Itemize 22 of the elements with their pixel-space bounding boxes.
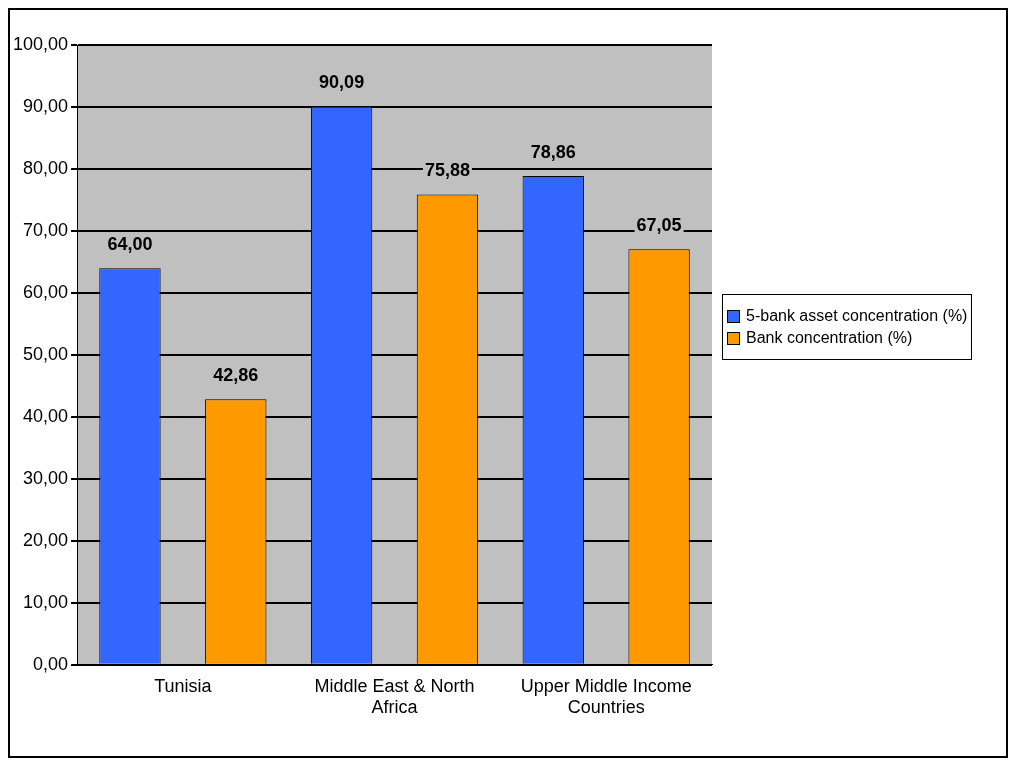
legend-label: Bank concentration (%): [746, 329, 913, 347]
data-label: 42,86: [213, 365, 259, 386]
y-tick-label: 50,00: [23, 343, 69, 364]
y-tick-label: 90,00: [23, 95, 69, 116]
y-tick-label: 70,00: [23, 219, 69, 240]
y-tick-label: 30,00: [23, 467, 69, 488]
data-label: 67,05: [636, 215, 682, 236]
y-tick-label: 0,00: [33, 653, 69, 674]
y-tick-label: 80,00: [23, 157, 69, 178]
x-tick-label: Upper Middle Income Countries: [520, 675, 692, 718]
y-tick-label: 100,00: [12, 33, 69, 54]
data-label: 78,86: [530, 141, 576, 162]
data-label: 75,88: [424, 160, 470, 181]
x-tick-label: Middle East & North Africa: [314, 675, 475, 718]
data-label: 64,00: [107, 234, 153, 255]
x-tick-label: Tunisia: [154, 675, 213, 696]
y-tick-label: 40,00: [23, 405, 69, 426]
y-tick-label: 20,00: [23, 529, 69, 550]
y-tick-label: 60,00: [23, 281, 69, 302]
legend-label: 5-bank asset concentration (%): [746, 307, 968, 325]
y-tick-label: 10,00: [23, 591, 69, 612]
data-label: 90,09: [319, 72, 365, 93]
